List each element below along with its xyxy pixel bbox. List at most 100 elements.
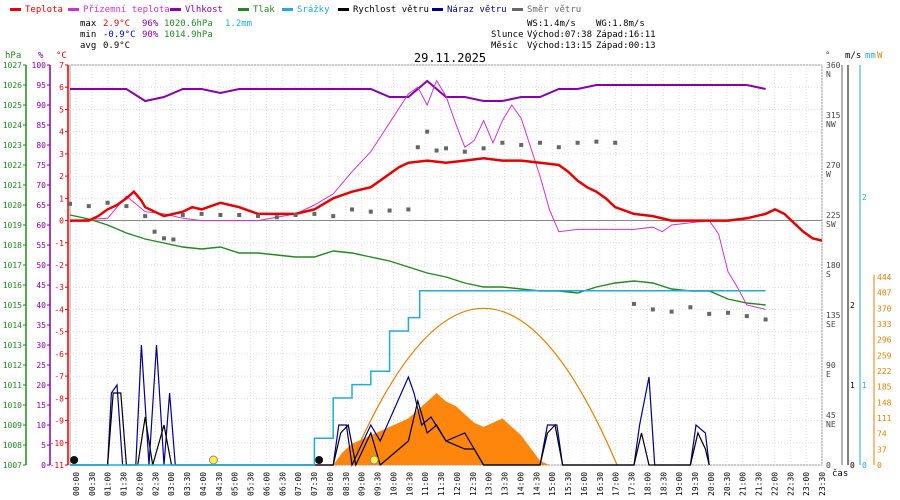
wind-direction-point: [444, 146, 448, 151]
humidity-axis-tick-label: 85: [36, 121, 46, 130]
pressure-axis-tick-label: 1024: [3, 121, 22, 130]
pressure-axis-tick-label: 1016: [3, 281, 22, 290]
moon-label: Měsíc: [491, 41, 518, 51]
stats-block: max 2.9°C 96% 1020.6hPa 1.2mm min -0.9°C…: [80, 19, 252, 51]
x-tick-label: 04:00: [199, 472, 208, 496]
wind-direction-point: [68, 201, 72, 206]
wind-direction-point: [763, 317, 768, 322]
x-tick-label: 22:00: [770, 472, 779, 496]
wind-direction-point: [707, 311, 712, 316]
wind-direction-point: [594, 139, 599, 144]
rain-tick-label: 1: [862, 381, 867, 390]
pressure-axis-tick-label: 1025: [3, 101, 22, 110]
theoretical-radiation-curve: [349, 307, 618, 466]
x-tick-label: 14:00: [516, 472, 525, 496]
wind-direction-point: [256, 214, 260, 219]
direction-tick-label: 135: [826, 311, 841, 320]
x-tick-label: 01:00: [104, 472, 113, 496]
temperature-axis-tick-label: 3: [59, 150, 64, 159]
direction-compass-label: NE: [826, 420, 836, 429]
rain-tick-label: 2: [862, 193, 867, 202]
humidity-axis-tick-label: 25: [36, 361, 46, 370]
temperature-axis-tick-label: -6: [54, 350, 64, 359]
wind-direction-point: [237, 213, 242, 217]
wind-speed-line: [70, 392, 710, 467]
x-tick-label: 07:00: [294, 472, 303, 496]
wind-direction-point: [425, 129, 430, 134]
wind-direction-point: [434, 148, 439, 153]
temperature-axis-tick-label: -2: [54, 261, 64, 270]
wind-direction-point: [105, 200, 110, 205]
temperature-axis-tick-label: 4: [59, 128, 64, 137]
wind-direction-point: [312, 211, 317, 216]
x-tick-label: 22:30: [786, 472, 795, 496]
stats-max-humidity: 96%: [142, 19, 159, 29]
sunset-time: Západ:16:11: [596, 30, 656, 40]
x-tick-label: 05:00: [231, 472, 240, 496]
wind-direction-point: [143, 214, 148, 219]
direction-tick-label: 270: [826, 161, 841, 170]
x-tick-label: 10:00: [389, 472, 398, 496]
direction-compass-label: N: [826, 70, 831, 79]
wind-unit-label: m/s: [845, 51, 861, 61]
wind-direction-point: [650, 307, 655, 312]
humidity-axis-tick-label: 80: [36, 141, 46, 150]
x-tick-label: 20:00: [707, 472, 716, 496]
pressure-axis-tick-label: 1019: [3, 221, 22, 230]
axes: 00:00 00:30 01:00 01:30 02:00 02:30 03:00 03:30…: [3, 61, 892, 496]
humidity-axis-tick-label: 55: [36, 241, 46, 250]
direction-tick-label: 90: [826, 361, 836, 370]
x-tick-label: 23:00: [802, 472, 811, 496]
temperature-axis-tick-label: -4: [54, 305, 64, 314]
radiation-tick-label: 444: [877, 273, 892, 282]
humidity-axis-tick-label: 60: [36, 221, 46, 230]
wind-direction-point: [180, 213, 185, 217]
wind-tick-label: 1: [850, 381, 855, 390]
radiation-tick-label: 370: [877, 304, 892, 313]
wind-direction-point: [124, 204, 129, 209]
x-tick-label: 17:30: [628, 472, 637, 496]
wind-direction-point: [406, 207, 411, 212]
pressure-axis-tick-label: 1017: [3, 261, 22, 270]
wind-direction-point: [519, 143, 524, 147]
pressure-axis-tick-label: 1014: [3, 321, 22, 330]
x-tick-label: 18:00: [643, 472, 652, 496]
humidity-axis-tick-label: 0: [41, 461, 46, 470]
temperature-axis-tick-label: -7: [54, 372, 64, 381]
pressure-axis-tick-label: 1018: [3, 241, 22, 250]
x-tick-label: 13:00: [485, 472, 494, 496]
radiation-tick-label: 37: [877, 445, 887, 454]
legend-swatch: [282, 8, 293, 11]
humidity-axis-tick-label: 95: [36, 81, 46, 90]
stats-max-pressure: 1020.6hPa: [164, 19, 213, 29]
temperature-axis-tick-label: -8: [54, 394, 64, 403]
x-tick-label: 02:30: [151, 472, 160, 496]
direction-compass-label: SW: [826, 220, 836, 229]
moonrise-time: Východ:13:15: [527, 41, 592, 51]
rain-line: [70, 290, 766, 466]
stats-rain-total: 1.2mm: [225, 19, 252, 29]
x-tick-label: 06:00: [262, 472, 271, 496]
legend-label: Tlak: [253, 5, 275, 15]
x-tick-label: 17:00: [612, 472, 621, 496]
legend-label: Srážky: [297, 5, 330, 15]
pressure-line: [69, 214, 766, 306]
direction-tick-label: 225: [826, 211, 841, 220]
humidity-unit-label: %: [38, 51, 44, 61]
wind-direction-point: [331, 214, 336, 219]
sunrise-marker: [208, 455, 218, 465]
wind-direction-point: [500, 140, 505, 145]
x-tick-label: 13:30: [501, 472, 510, 496]
pressure-axis-tick-label: 1022: [3, 161, 22, 170]
direction-compass-label: NW: [826, 120, 836, 129]
radiation-tick-label: 333: [877, 320, 892, 329]
x-tick-label: 16:00: [580, 472, 589, 496]
direction-tick-label: 180: [826, 261, 841, 270]
x-tick-label: 15:00: [548, 472, 557, 496]
temperature-unit-label: °C: [56, 51, 67, 61]
x-tick-label: 12:30: [469, 472, 478, 496]
x-tick-label: 12:00: [453, 472, 462, 496]
moonset-time: Západ:00:13: [596, 41, 656, 51]
wind-direction-point: [162, 236, 166, 241]
